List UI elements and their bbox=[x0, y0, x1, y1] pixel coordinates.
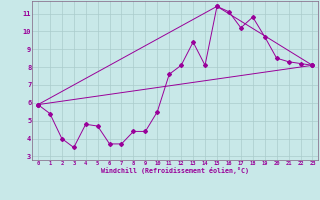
X-axis label: Windchill (Refroidissement éolien,°C): Windchill (Refroidissement éolien,°C) bbox=[101, 167, 249, 174]
